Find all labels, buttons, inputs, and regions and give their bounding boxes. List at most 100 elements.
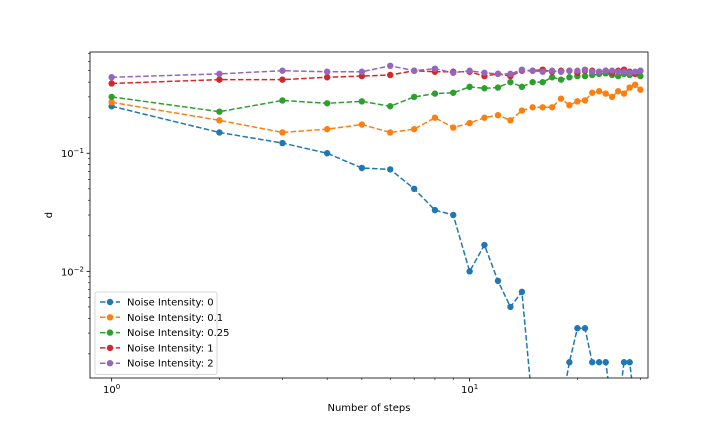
data-point	[494, 277, 502, 285]
data-point	[548, 74, 556, 81]
legend-swatch-marker	[106, 314, 114, 321]
data-point	[637, 67, 644, 74]
data-point	[539, 104, 546, 111]
data-point	[608, 67, 616, 74]
data-point	[323, 150, 331, 157]
data-point	[387, 71, 394, 79]
data-point	[602, 67, 609, 74]
data-point	[358, 98, 366, 105]
legend-label: Noise Intensity: 0	[127, 298, 214, 309]
data-point	[588, 68, 596, 75]
data-point	[595, 359, 603, 366]
data-point	[581, 97, 589, 104]
data-point	[481, 69, 488, 76]
data-point	[557, 68, 565, 75]
data-point	[518, 83, 526, 91]
data-point	[108, 74, 115, 81]
data-point	[518, 288, 526, 296]
legend-label: Noise Intensity: 0.1	[127, 313, 223, 324]
data-point	[507, 117, 514, 124]
data-point	[614, 68, 622, 75]
data-point	[574, 98, 581, 105]
data-point	[279, 97, 286, 104]
data-point	[507, 78, 514, 86]
data-point	[431, 114, 439, 121]
legend-box	[94, 291, 218, 375]
series-line	[111, 65, 641, 79]
data-point	[323, 74, 331, 81]
data-point	[529, 104, 536, 111]
data-point	[548, 67, 556, 74]
data-point	[358, 121, 366, 128]
data-point	[387, 103, 394, 110]
data-point	[608, 93, 616, 101]
data-point	[595, 68, 603, 75]
legend-item: Noise Intensity: 0.25	[100, 328, 230, 339]
data-point	[279, 139, 286, 147]
data-point	[108, 93, 115, 101]
data-point	[637, 72, 644, 80]
data-point	[548, 104, 556, 111]
x-axis-label: Number of steps	[327, 403, 410, 414]
legend-label: Noise Intensity: 2	[127, 359, 214, 370]
data-point	[481, 114, 488, 121]
legend: Noise Intensity: 0 Noise Intensity: 0.1 No…	[94, 291, 230, 375]
data-point	[602, 90, 609, 97]
data-point	[620, 90, 628, 97]
data-point	[557, 76, 565, 83]
data-point	[279, 76, 286, 83]
x-tick-label: 100	[103, 383, 120, 396]
data-point	[581, 72, 589, 80]
data-point	[626, 359, 633, 366]
data-point	[566, 67, 573, 74]
data-point	[518, 66, 526, 73]
legend-swatch-marker	[106, 360, 114, 367]
data-point	[410, 67, 418, 74]
data-point	[626, 84, 633, 91]
series-0	[108, 103, 633, 378]
legend-swatch-marker	[106, 344, 114, 352]
y-tick-label: 10−1	[61, 147, 84, 160]
data-point	[216, 129, 223, 136]
legend-item: Noise Intensity: 1	[100, 343, 214, 354]
data-point	[507, 70, 514, 78]
y-axis-label: d	[44, 212, 55, 218]
data-point	[216, 117, 223, 124]
data-point	[566, 74, 573, 81]
data-point	[216, 70, 223, 78]
data-point	[588, 89, 596, 96]
data-point	[574, 67, 581, 74]
data-point	[588, 359, 596, 366]
data-point	[518, 107, 526, 114]
data-point	[620, 68, 628, 75]
series-1	[108, 81, 644, 136]
data-point	[602, 359, 609, 366]
data-point	[108, 99, 115, 106]
data-point	[614, 88, 622, 95]
series-layer	[108, 62, 644, 378]
legend-swatch-marker	[106, 329, 114, 336]
data-point	[494, 111, 502, 119]
data-point	[450, 89, 457, 96]
series-line	[111, 72, 641, 113]
data-point	[108, 80, 115, 87]
data-point	[323, 100, 331, 107]
data-point	[323, 68, 331, 75]
data-point	[581, 66, 589, 73]
data-point	[466, 67, 473, 74]
data-point	[450, 211, 457, 219]
data-point	[494, 84, 502, 91]
legend-label: Noise Intensity: 1	[127, 343, 214, 354]
x-tick-label: 101	[461, 383, 478, 396]
legend-swatch-marker	[106, 298, 114, 306]
ticks-layer: 100 101 10−2 10−1	[61, 53, 641, 396]
data-point	[574, 325, 581, 332]
legend-item: Noise Intensity: 0.1	[100, 313, 223, 324]
data-point	[466, 119, 473, 127]
data-point	[387, 62, 394, 70]
legend-item: Noise Intensity: 0	[100, 298, 214, 309]
series-4	[108, 62, 644, 81]
data-point	[539, 68, 546, 75]
data-point	[216, 108, 223, 115]
